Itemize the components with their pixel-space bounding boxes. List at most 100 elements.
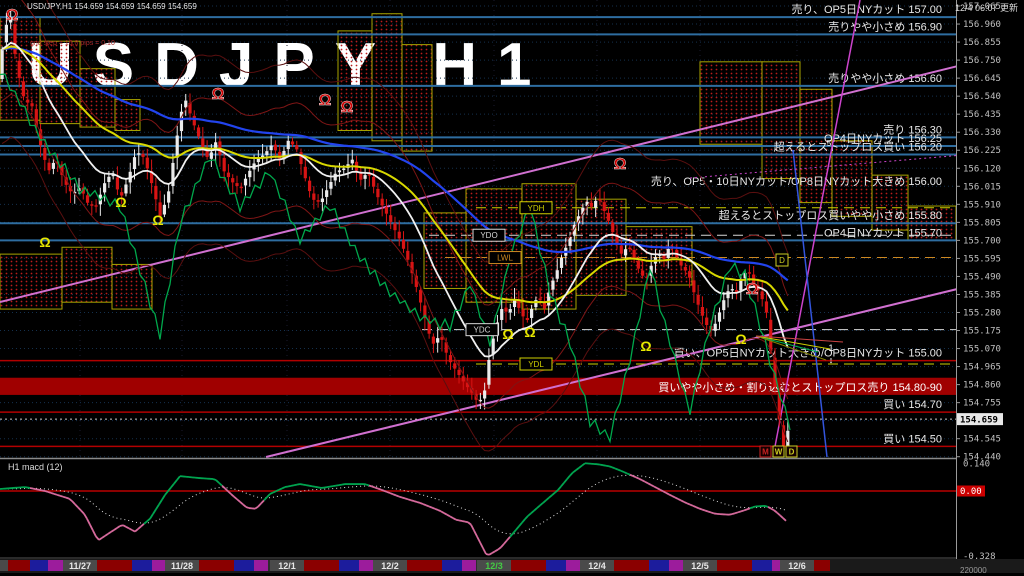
chart-title: USD/JPY,H1 154.659 154.659 154.659 154.6… xyxy=(27,2,197,11)
candle-body xyxy=(730,289,734,291)
macd-line-segment xyxy=(281,486,286,490)
macd-line-segment xyxy=(26,486,31,489)
macd-line-segment xyxy=(260,499,265,505)
macd-pane xyxy=(0,462,956,556)
omega-sell-icon: Ω xyxy=(212,86,225,103)
session-segment xyxy=(0,560,8,571)
level-label: 超えるとストップロス買い 156.20 xyxy=(774,140,942,154)
level-label: 売り 156.30 xyxy=(883,123,942,136)
macd-line-segment xyxy=(245,506,250,509)
session-segment xyxy=(63,560,97,571)
candle-body xyxy=(167,191,171,203)
session-segment xyxy=(270,560,304,571)
macd-line-segment xyxy=(404,497,409,501)
date-label: 12/6 xyxy=(788,561,806,571)
macd-line-segment xyxy=(413,500,418,503)
candle-body xyxy=(786,430,790,449)
macd-line-segment xyxy=(599,463,604,467)
macd-line-segment xyxy=(698,507,703,511)
candle-body xyxy=(0,49,4,79)
macd-line-segment xyxy=(383,489,388,493)
macd-line-segment xyxy=(773,509,778,514)
macd-line-segment xyxy=(143,520,148,525)
candle-body xyxy=(461,376,465,382)
macd-line-segment xyxy=(218,482,223,487)
session-segment xyxy=(580,560,614,571)
timeframe-box-d[interactable]: D xyxy=(785,445,798,458)
price-axis[interactable]: 157.065 156.960 156.855 156.750 156.645 156.5… xyxy=(956,2,1003,562)
candle-body xyxy=(376,188,380,198)
current-price-badge-label: 154.659 xyxy=(960,416,998,426)
candle-body xyxy=(504,307,508,312)
session-segment xyxy=(614,560,649,571)
candle-body xyxy=(606,212,611,221)
macd-line-segment xyxy=(500,543,505,548)
candle-body xyxy=(641,270,645,276)
session-segment xyxy=(814,560,830,571)
candle-body xyxy=(688,271,692,278)
candle-body xyxy=(619,245,623,254)
session-segment xyxy=(683,560,717,571)
macd-line-segment xyxy=(515,525,520,531)
axis-price-label: 157.065 xyxy=(963,2,1001,12)
candle-body xyxy=(154,185,158,200)
macd-line-segment xyxy=(704,509,709,513)
date-label: 12/4 xyxy=(588,561,606,571)
date-label: 12/5 xyxy=(691,561,709,571)
candle-body xyxy=(124,184,128,194)
axis-price-label: 156.120 xyxy=(963,164,1001,174)
macd-line-segment xyxy=(113,527,118,531)
macd-line-segment xyxy=(257,502,262,508)
candle-body xyxy=(265,151,269,156)
cloud-segment xyxy=(0,253,63,310)
axis-column-bg xyxy=(957,0,1024,559)
timeframe-box-w[interactable]: W xyxy=(772,445,785,458)
macd-line-segment xyxy=(539,502,544,507)
macd-line-segment xyxy=(134,528,139,533)
macd-line-segment xyxy=(44,490,49,493)
timeframe-box-m[interactable]: M xyxy=(759,445,772,458)
candle-body xyxy=(261,155,265,158)
cloud-segment xyxy=(371,13,403,142)
macd-line-segment xyxy=(602,464,607,467)
candle-body xyxy=(448,355,453,363)
macd-line-segment xyxy=(692,505,697,508)
timeframe-box-label: W xyxy=(775,448,783,457)
macd-line-segment xyxy=(458,519,463,522)
candle-body xyxy=(13,24,17,54)
macd-line-segment xyxy=(662,490,667,494)
candle-body xyxy=(342,168,346,170)
marker-glyph: 1 xyxy=(828,343,833,353)
candle-body xyxy=(589,202,593,207)
candle-body xyxy=(739,280,743,291)
macd-line-segment xyxy=(338,483,343,486)
session-segment xyxy=(199,560,234,571)
candle-body xyxy=(38,129,43,146)
macd-line-segment xyxy=(110,529,115,533)
candle-body xyxy=(132,157,137,170)
macd-line-segment xyxy=(746,507,751,511)
timeframe-box-rect xyxy=(759,445,772,458)
candle-body xyxy=(662,254,666,259)
macd-line-segment xyxy=(494,548,499,553)
macd-line-segment xyxy=(671,495,676,499)
candle-body xyxy=(764,301,769,313)
macd-line-segment xyxy=(425,504,430,508)
candle-body xyxy=(145,157,149,169)
candle-body xyxy=(410,262,414,274)
macd-line-segment xyxy=(650,484,655,488)
macd-line-segment xyxy=(284,485,289,488)
macd-line-segment xyxy=(242,503,247,508)
macd-line-segment xyxy=(296,483,301,486)
candle-body xyxy=(683,267,687,271)
session-segment xyxy=(48,560,63,571)
macd-line-segment xyxy=(53,492,58,496)
macd-line-segment xyxy=(146,518,151,522)
session-segment xyxy=(442,560,462,571)
candle-body xyxy=(209,152,213,159)
macd-line-segment xyxy=(266,493,271,498)
macd-line-segment xyxy=(764,505,769,508)
macd-min-label: -0.328 xyxy=(963,552,996,562)
macd-line-segment xyxy=(476,535,481,543)
